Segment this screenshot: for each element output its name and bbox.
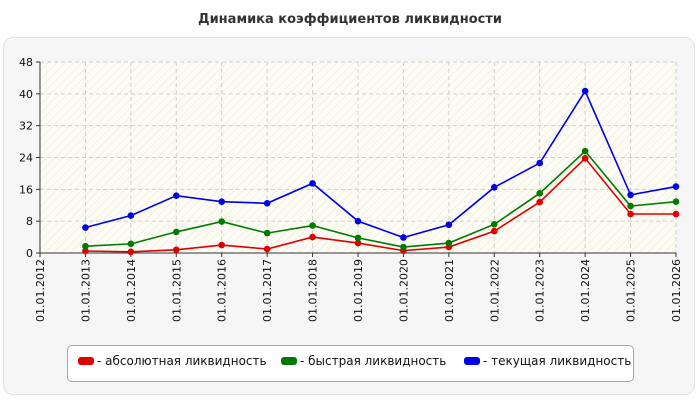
x-tick-label: 01.01.2025 <box>625 259 638 322</box>
data-point-0 <box>172 246 180 254</box>
x-tick-label: 01.01.2021 <box>443 259 456 322</box>
data-point-2 <box>309 180 316 187</box>
legend-swatch-quick <box>281 357 297 365</box>
x-tick-label: 01.01.2016 <box>216 259 229 322</box>
data-point-1 <box>127 240 135 248</box>
y-tick-label: 48 <box>19 56 33 69</box>
data-point-2 <box>82 224 89 231</box>
legend-item-current: - текущая ликвидность <box>464 354 631 368</box>
y-tick-label: 40 <box>19 88 33 101</box>
series-line-1 <box>85 149 677 248</box>
y-tick-label: 8 <box>26 215 33 228</box>
x-tick-label: 01.01.2020 <box>397 259 410 322</box>
y-tick-labels: 0 8 16 24 32 40 48 <box>19 56 33 260</box>
y-tick-label: 24 <box>19 152 33 165</box>
data-point-2 <box>263 199 271 207</box>
legend-item-quick: - быстрая ликвидность <box>281 354 446 368</box>
data-point-2 <box>218 198 226 205</box>
x-tick-label: 01.01.2015 <box>170 259 183 322</box>
x-tick-label: 01.01.2022 <box>488 259 501 322</box>
data-point-1 <box>354 234 362 242</box>
data-point-2 <box>536 159 544 167</box>
x-tick-label: 01.01.2019 <box>352 259 365 322</box>
data-point-2 <box>445 221 453 229</box>
data-point-1 <box>400 243 407 251</box>
data-point-2 <box>672 183 680 190</box>
data-point-0 <box>82 247 89 255</box>
x-tick-label: 01.01.2014 <box>125 259 138 322</box>
legend-swatch-absolute <box>78 357 94 365</box>
data-point-1 <box>263 229 271 237</box>
legend-item-absolute: - абсолютная ликвидность <box>78 354 267 368</box>
data-point-0 <box>536 198 544 206</box>
x-tick-labels: 01.01.2012 01.01.2013 01.01.2014 01.01.2015… <box>34 259 683 322</box>
data-point-0 <box>354 239 362 247</box>
series-line-2 <box>85 89 677 239</box>
data-point-2 <box>172 192 180 199</box>
data-point-2 <box>400 234 407 241</box>
data-point-2 <box>490 184 498 191</box>
data-point-1 <box>490 221 498 228</box>
data-point-1 <box>627 202 634 210</box>
data-point-1 <box>82 242 89 250</box>
data-point-1 <box>309 222 316 229</box>
x-tick-label: 01.01.2017 <box>261 259 274 322</box>
data-point-1 <box>172 228 180 236</box>
data-point-0 <box>127 248 135 256</box>
x-tick-label: 01.01.2023 <box>534 259 547 322</box>
data-point-1 <box>536 190 544 197</box>
x-tick-label: 01.01.2018 <box>307 259 320 322</box>
data-point-1 <box>218 218 226 225</box>
data-point-1 <box>445 239 453 247</box>
legend-swatch-current <box>464 357 480 365</box>
data-point-2 <box>627 191 634 199</box>
series-line-0 <box>85 157 676 253</box>
data-point-0 <box>581 154 589 162</box>
y-tick-label: 16 <box>19 183 33 196</box>
x-tick-label: 01.01.2012 <box>34 259 47 322</box>
legend-label-quick: - быстрая ликвидность <box>300 354 447 368</box>
data-point-0 <box>309 233 316 241</box>
data-point-0 <box>263 245 271 253</box>
chart-title: Динамика коэффициентов ликвидности <box>198 12 502 27</box>
data-point-0 <box>627 210 634 218</box>
x-tick-label: 01.01.2013 <box>79 259 92 322</box>
series-group <box>82 87 680 256</box>
data-point-1 <box>672 198 680 205</box>
legend: - абсолютная ликвидность - быстрая ликви… <box>67 345 634 382</box>
data-point-0 <box>218 241 226 249</box>
legend-label-current: - текущая ликвидность <box>483 354 632 368</box>
y-tick-label: 0 <box>26 247 33 260</box>
data-point-2 <box>354 217 362 225</box>
data-point-1 <box>581 147 589 155</box>
legend-label-absolute: - абсолютная ликвидность <box>97 354 267 368</box>
data-point-0 <box>672 210 680 218</box>
data-point-0 <box>490 227 498 235</box>
data-point-2 <box>581 87 589 95</box>
x-tick-label: 01.01.2024 <box>579 259 592 322</box>
data-point-2 <box>127 212 135 219</box>
y-tick-label: 32 <box>19 120 33 133</box>
x-tick-label: 01.01.2026 <box>670 259 683 322</box>
